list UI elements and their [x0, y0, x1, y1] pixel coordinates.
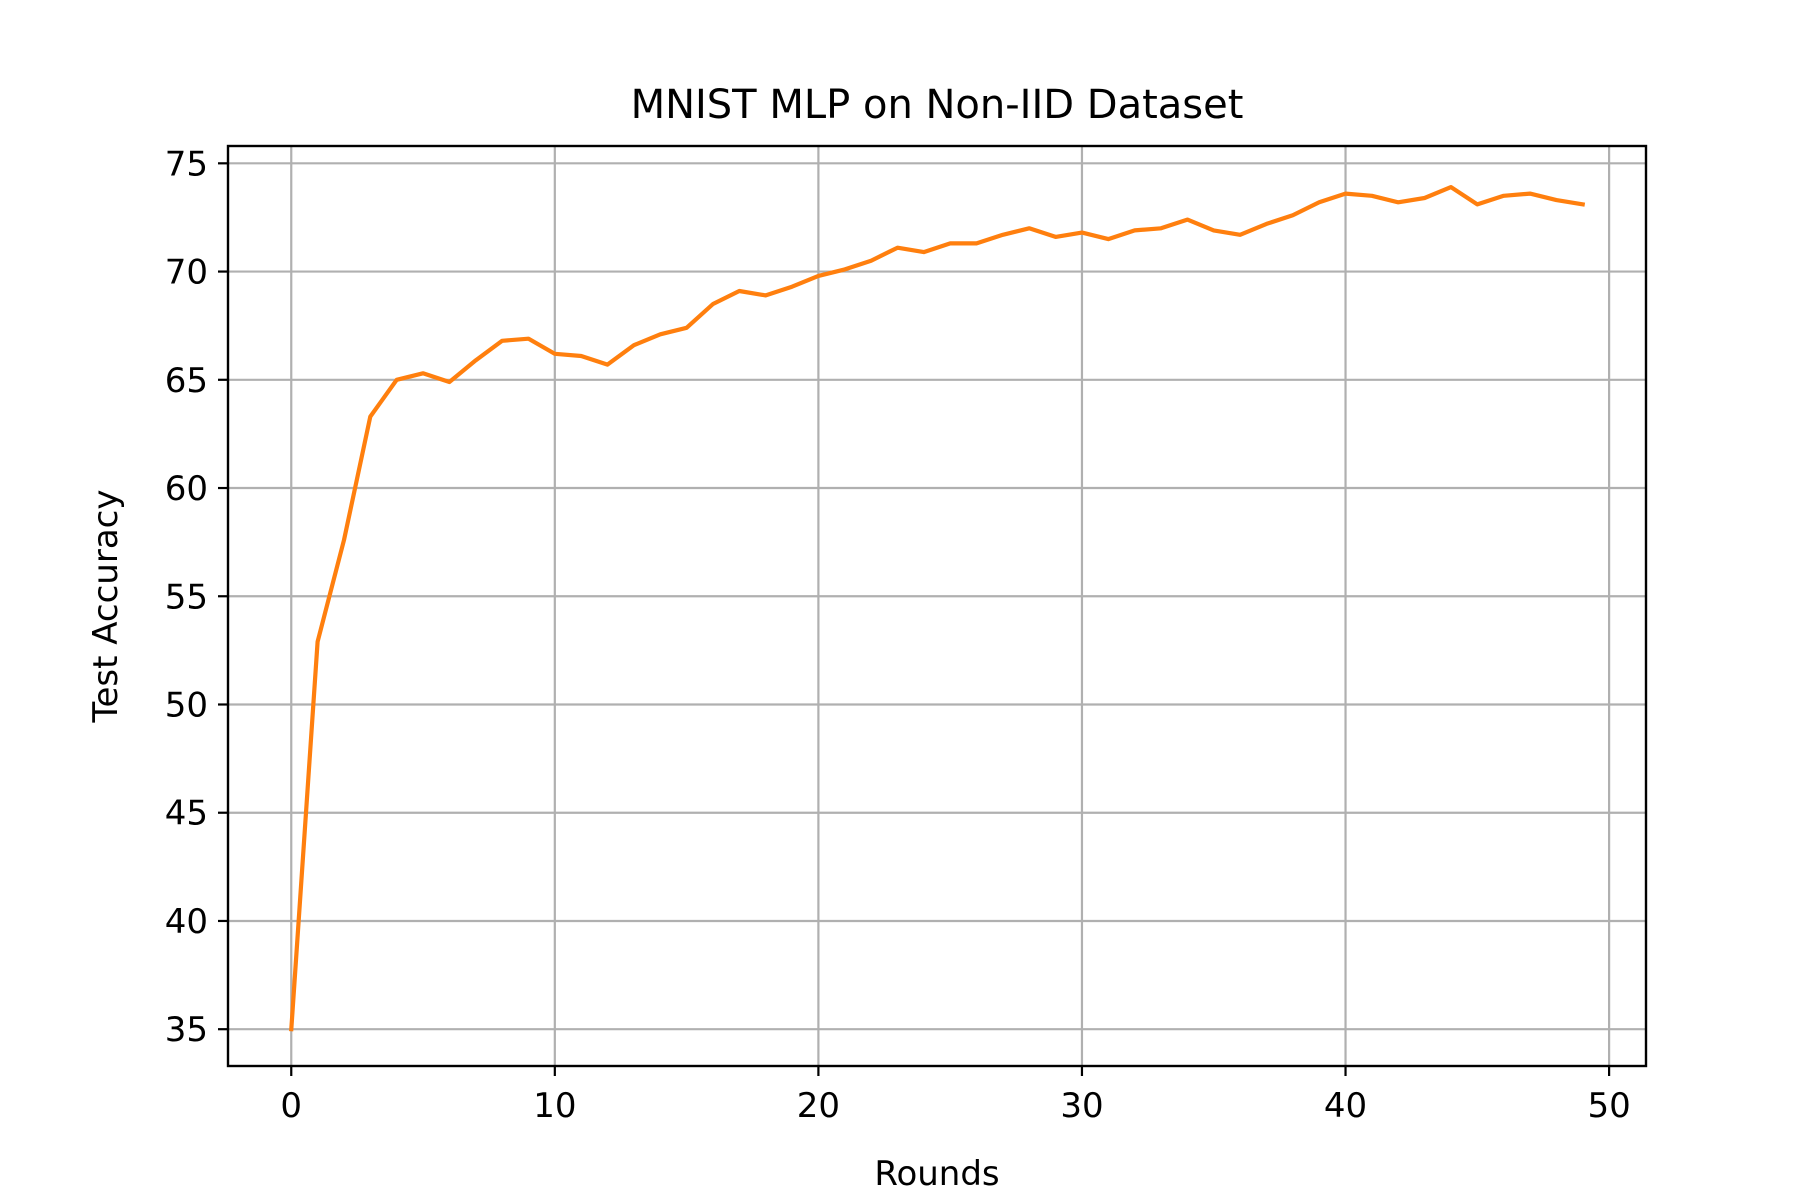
- grid-lines: [228, 146, 1646, 1066]
- y-tick-label: 50: [165, 685, 208, 725]
- x-tick-label: 0: [280, 1086, 302, 1126]
- y-tick-label: 35: [165, 1010, 208, 1050]
- y-axis-label: Test Accuracy: [86, 490, 126, 724]
- plot-area-frame: [226, 144, 1648, 1068]
- y-tick-label: 75: [165, 144, 208, 184]
- x-tick-label: 30: [1060, 1086, 1103, 1126]
- x-axis-label: Rounds: [874, 1154, 999, 1194]
- x-tick-label: 20: [797, 1086, 840, 1126]
- chart-title: MNIST MLP on Non-IID Dataset: [631, 82, 1244, 128]
- x-tick-label: 40: [1324, 1086, 1367, 1126]
- axis-ticks: 0 10 20 30 40 50 35 40 45 50 55 60 65 70 75: [165, 144, 1631, 1126]
- y-tick-label: 55: [165, 577, 208, 617]
- series-line: [289, 185, 1586, 1032]
- y-tick-label: 65: [165, 361, 208, 401]
- series-layer: [289, 185, 1586, 1032]
- y-tick-label: 60: [165, 469, 208, 509]
- x-tick-label: 50: [1587, 1086, 1630, 1126]
- y-tick-label: 45: [165, 794, 208, 834]
- y-tick-label: 70: [165, 253, 208, 293]
- y-tick-label: 40: [165, 902, 208, 942]
- x-tick-label: 10: [533, 1086, 576, 1126]
